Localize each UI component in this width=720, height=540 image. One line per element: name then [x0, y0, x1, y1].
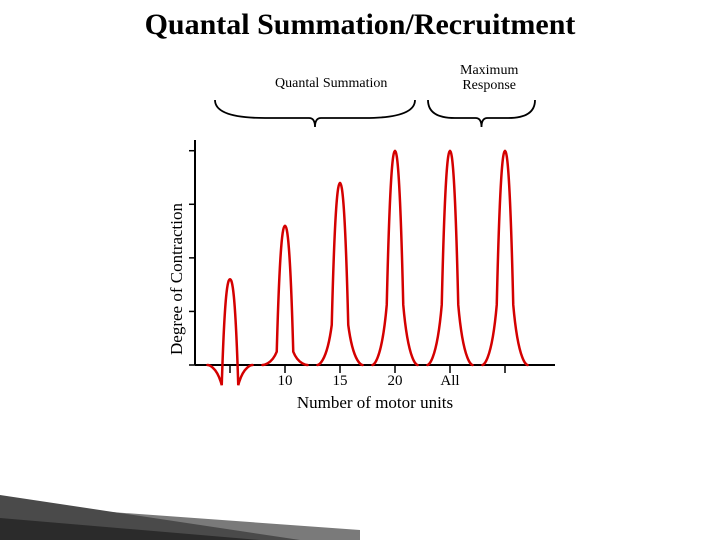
- chart-svg: [140, 70, 570, 420]
- x-axis-label: Number of motor units: [195, 393, 555, 413]
- annotation-quantal-summation: Quantal Summation: [275, 76, 387, 92]
- annotation-maxresp-line2: Response: [462, 78, 516, 93]
- y-axis-label: Degree of Contraction: [167, 203, 187, 355]
- slide-title: Quantal Summation/Recruitment: [0, 8, 720, 42]
- annotation-maximum-response: Maximum Response: [460, 64, 518, 93]
- slide: Quantal Summation/Recruitment Degree of …: [0, 0, 720, 540]
- x-tick-label: All: [430, 373, 470, 390]
- annotation-maxresp-line1: Maximum: [460, 63, 518, 78]
- chart-container: Degree of Contraction Number of motor un…: [140, 70, 570, 420]
- x-tick-label: 20: [375, 373, 415, 390]
- corner-decoration: [0, 470, 360, 540]
- x-tick-label: 10: [265, 373, 305, 390]
- x-tick-label: 15: [320, 373, 360, 390]
